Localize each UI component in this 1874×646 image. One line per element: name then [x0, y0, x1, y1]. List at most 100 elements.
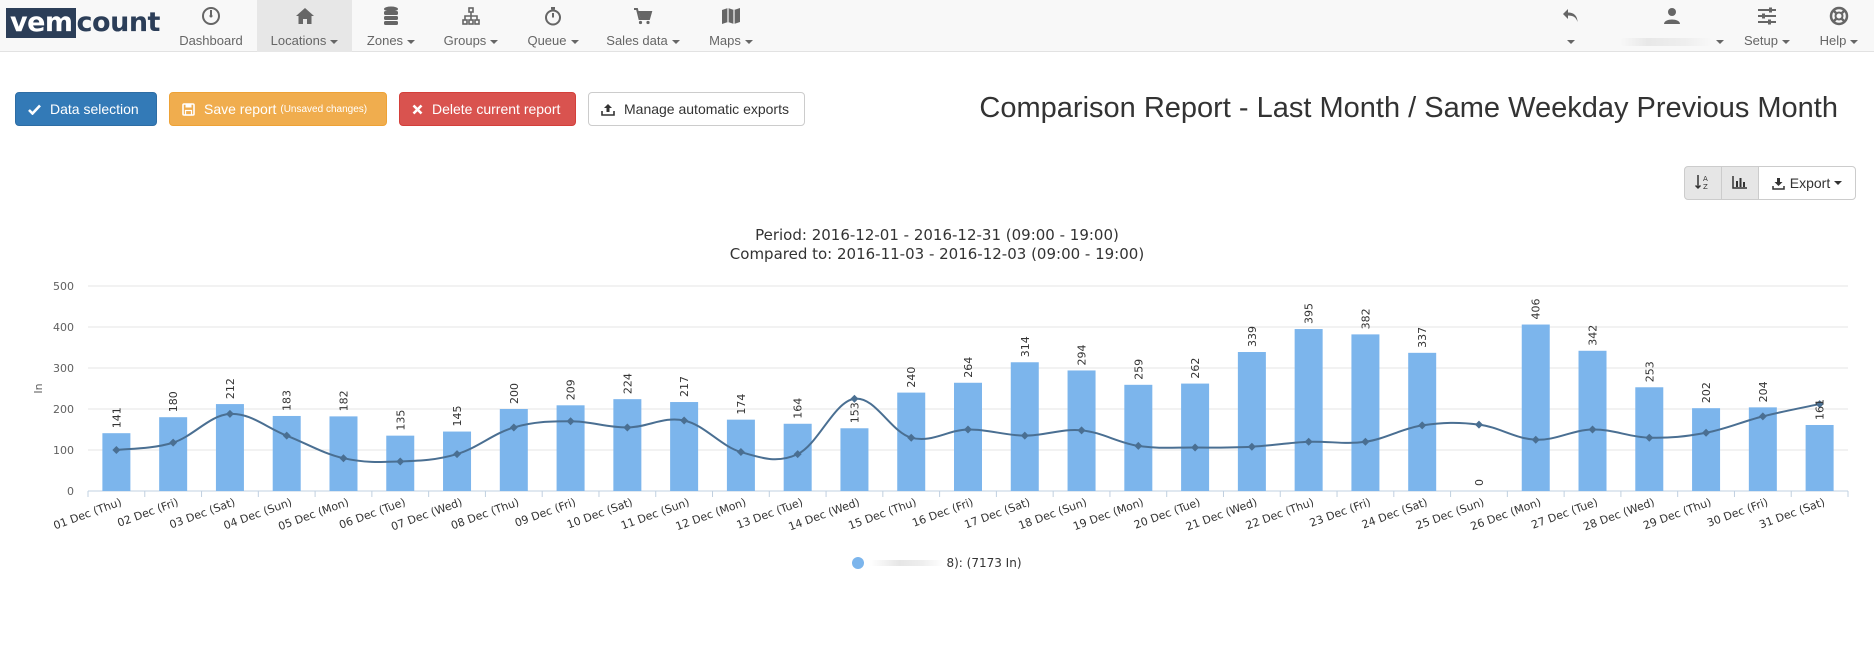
bar-data-label: 342 — [1587, 325, 1600, 346]
bar-data-label: 406 — [1530, 299, 1543, 320]
comparison-point — [169, 438, 178, 447]
nav-locations[interactable]: Locations — [257, 0, 352, 52]
nav-help[interactable]: Help — [1814, 0, 1864, 52]
top-navbar: vem count Dashboard Locations Zones Group… — [0, 0, 1874, 52]
nav-maps-label-wrap: Maps — [709, 33, 753, 48]
chart-bar — [102, 433, 131, 491]
comparison-point — [1645, 433, 1654, 442]
data-selection-button[interactable]: Data selection — [15, 92, 157, 126]
nav-user-label-wrap — [1620, 33, 1724, 48]
close-icon — [412, 104, 423, 115]
comparison-point — [339, 454, 348, 463]
comparison-point — [1531, 435, 1540, 444]
nav-groups[interactable]: Groups — [438, 0, 504, 52]
chart-bar — [1237, 352, 1266, 491]
nav-locations-label-wrap: Locations — [271, 33, 339, 48]
comparison-point — [396, 457, 405, 466]
chart-bar — [1748, 407, 1777, 491]
chart-bar — [272, 415, 301, 491]
nav-dashboard[interactable]: Dashboard — [170, 0, 252, 52]
svg-text:Z: Z — [1703, 183, 1708, 190]
nav-maps-label: Maps — [709, 33, 741, 48]
comparison-point — [225, 409, 234, 418]
chart-bar — [1521, 324, 1550, 491]
x-category-label: 31 Dec (Sat) — [1757, 496, 1826, 532]
nav-groups-label: Groups — [443, 33, 487, 48]
chart-bar — [613, 399, 642, 491]
bar-data-label: 382 — [1359, 308, 1372, 329]
bar-data-label: 141 — [110, 407, 123, 428]
shopping-cart-icon — [633, 4, 653, 28]
logo-part-vem: vem — [6, 8, 76, 38]
chart-bar — [1805, 424, 1834, 491]
x-category-label: 01 Dec (Thu) — [52, 496, 124, 533]
chart-bar — [329, 416, 358, 491]
y-tick-label: 0 — [67, 485, 74, 498]
chart-type-button[interactable] — [1721, 166, 1759, 200]
nav-user-menu[interactable] — [1612, 0, 1732, 52]
comparison-point — [1418, 421, 1427, 430]
bar-data-label: 339 — [1246, 326, 1259, 347]
bar-data-label: 224 — [621, 373, 634, 394]
caret-down-icon — [1781, 39, 1790, 44]
manage-exports-button[interactable]: Manage automatic exports — [588, 92, 805, 126]
y-axis-label: In — [32, 383, 45, 393]
nav-groups-label-wrap: Groups — [444, 33, 499, 48]
delete-report-button[interactable]: Delete current report — [399, 92, 576, 126]
caret-down-icon — [1567, 39, 1575, 44]
chart-bar — [840, 428, 869, 491]
nav-zones-label: Zones — [366, 33, 404, 48]
vemcount-logo[interactable]: vem count — [6, 8, 160, 38]
chart-bar — [1294, 329, 1323, 491]
comparison-point — [680, 416, 689, 425]
dashboard-icon — [201, 4, 221, 28]
chart-legend[interactable]: 8): (7173 In) — [0, 556, 1874, 570]
user-name-blurred — [1620, 37, 1712, 46]
y-tick-label: 400 — [53, 321, 74, 334]
map-icon — [721, 4, 741, 28]
bar-data-label: 164 — [792, 398, 805, 419]
caret-down-icon — [671, 39, 680, 44]
comparison-point — [623, 423, 632, 432]
nav-zones[interactable]: Zones — [360, 0, 422, 52]
nav-sales-data[interactable]: Sales data — [602, 0, 684, 52]
home-icon — [295, 4, 315, 28]
lifebuoy-icon — [1829, 4, 1849, 28]
report-title: Comparison Report - Last Month / Same We… — [979, 92, 1838, 124]
y-tick-label: 300 — [53, 362, 74, 375]
save-report-label: Save report — [204, 101, 277, 117]
bar-data-label: 161 — [1814, 399, 1827, 420]
delete-report-label: Delete current report — [432, 101, 561, 117]
nav-undo[interactable] — [1556, 0, 1586, 52]
export-button[interactable]: Export — [1758, 166, 1856, 200]
chart-bar — [1181, 383, 1210, 491]
chart-bar — [443, 431, 472, 491]
nav-setup[interactable]: Setup — [1738, 0, 1796, 52]
y-tick-label: 100 — [53, 444, 74, 457]
bar-data-label: 204 — [1757, 381, 1770, 402]
comparison-point — [112, 446, 121, 454]
nav-sales-label-wrap: Sales data — [606, 33, 680, 48]
download-icon — [1772, 177, 1785, 190]
bar-data-label: 182 — [337, 390, 350, 411]
nav-queue[interactable]: Queue — [521, 0, 585, 52]
bar-data-label: 314 — [1019, 336, 1032, 357]
bar-data-label: 217 — [678, 376, 691, 397]
comparison-point — [509, 423, 518, 432]
nav-maps[interactable]: Maps — [704, 0, 758, 52]
comparison-point — [566, 417, 575, 426]
data-selection-label: Data selection — [50, 101, 139, 117]
bar-data-label: 202 — [1700, 382, 1713, 403]
user-icon — [1663, 4, 1681, 28]
chart-bar — [954, 382, 982, 491]
nav-help-label: Help — [1819, 33, 1847, 48]
comparison-point — [793, 450, 802, 459]
save-report-button[interactable]: Save report (Unsaved changes) — [169, 92, 387, 126]
legend-name-blurred — [870, 560, 945, 566]
bar-data-label: 183 — [281, 390, 294, 411]
floppy-disk-icon — [182, 102, 195, 116]
check-icon — [28, 104, 41, 115]
